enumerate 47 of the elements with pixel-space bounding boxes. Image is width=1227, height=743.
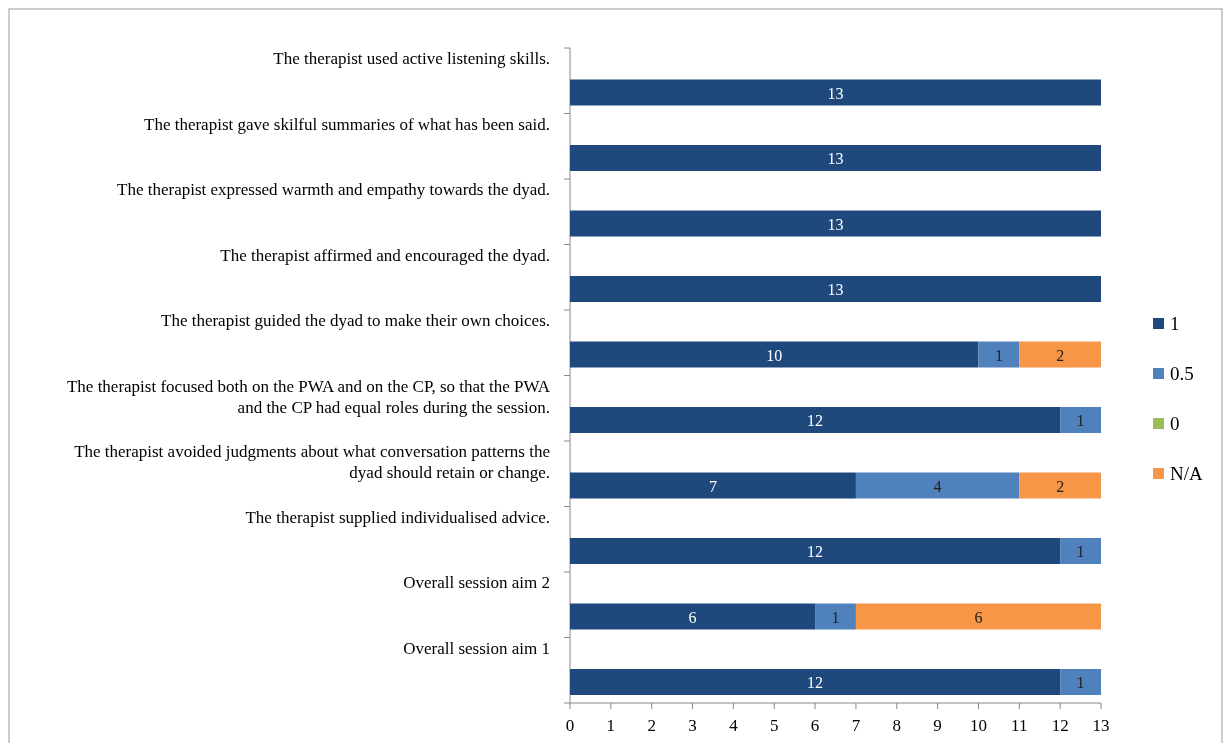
y-tick-label: The therapist expressed warmth and empathy towards the dyad. bbox=[117, 180, 550, 199]
legend-label: 0 bbox=[1170, 413, 1180, 434]
data-label: 1 bbox=[994, 346, 1003, 364]
data-label: 12 bbox=[807, 543, 824, 560]
x-tick-label: 6 bbox=[810, 716, 820, 735]
y-tick-label: The therapist gave skilful summaries of what has been said. bbox=[144, 114, 550, 134]
y-tick-label: The therapist used active listening skills. bbox=[273, 49, 550, 68]
data-label: 13 bbox=[827, 281, 844, 298]
x-tick-label: 9 bbox=[933, 716, 942, 735]
data-label: 6 bbox=[974, 608, 983, 626]
data-label: 10 bbox=[766, 346, 783, 364]
y-tick-label: The therapist supplied individualised advice. bbox=[245, 507, 550, 527]
y-tick-label: The therapist affirmed and encouraged the dyad. bbox=[220, 245, 550, 265]
x-tick-label: 8 bbox=[892, 716, 902, 735]
data-label: 12 bbox=[807, 674, 824, 691]
legend-label: 1 bbox=[1170, 313, 1180, 334]
x-tick-label: 4 bbox=[729, 716, 739, 735]
y-tick-label: The therapist avoided judgments about what conversation patterns the dyad should retain or change. bbox=[74, 442, 550, 482]
x-tick-label: 10 bbox=[969, 716, 987, 735]
data-label: 2 bbox=[1056, 477, 1065, 495]
data-label: 13 bbox=[827, 84, 844, 102]
data-label: 1 bbox=[1076, 412, 1085, 429]
y-tick-label: Overall session aim 2 bbox=[403, 573, 550, 592]
x-tick-label: 13 bbox=[1092, 716, 1110, 735]
x-tick-label: 3 bbox=[688, 716, 697, 735]
data-label: 1 bbox=[1076, 674, 1085, 691]
data-label: 7 bbox=[708, 477, 717, 495]
x-tick-label: 0 bbox=[565, 716, 575, 735]
x-tick-label: 11 bbox=[1011, 716, 1028, 735]
data-label: 12 bbox=[807, 412, 824, 429]
x-tick-label: 5 bbox=[769, 716, 779, 735]
legend-label: N/A bbox=[1170, 463, 1203, 484]
x-tick-label: 2 bbox=[647, 716, 656, 735]
data-label: 13 bbox=[827, 150, 844, 167]
data-label: 6 bbox=[688, 608, 697, 626]
data-label: 4 bbox=[933, 477, 942, 495]
x-tick-label: 12 bbox=[1051, 716, 1069, 735]
data-label: 1 bbox=[1076, 543, 1085, 560]
legend-label: 0.5 bbox=[1170, 363, 1194, 384]
data-label: 1 bbox=[831, 608, 840, 626]
data-label: 13 bbox=[827, 215, 844, 233]
y-tick-label: Overall session aim 1 bbox=[403, 638, 550, 658]
x-tick-label: 1 bbox=[606, 716, 616, 735]
x-tick-label: 7 bbox=[851, 716, 861, 735]
y-tick-label: The therapist guided the dyad to make their own choices. bbox=[161, 311, 550, 330]
y-tick-label: The therapist focused both on the PWA and on the CP, so that the PWA and the CP had equal roles during the session. bbox=[66, 376, 551, 417]
data-label: 2 bbox=[1056, 346, 1065, 364]
